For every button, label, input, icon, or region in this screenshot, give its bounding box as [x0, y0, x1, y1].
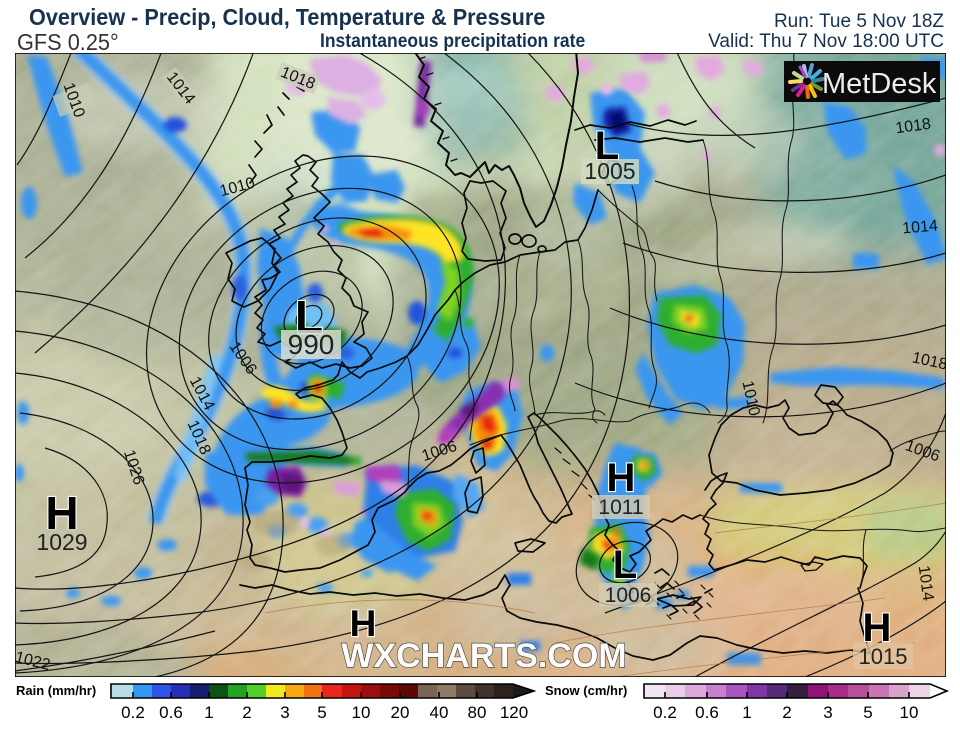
- svg-text:1: 1: [204, 703, 213, 722]
- svg-text:3: 3: [823, 703, 832, 722]
- svg-text:5: 5: [863, 703, 872, 722]
- svg-text:10: 10: [900, 703, 919, 722]
- svg-text:0.2: 0.2: [653, 703, 677, 722]
- svg-text:1011: 1011: [598, 496, 643, 519]
- svg-text:2: 2: [782, 703, 791, 722]
- svg-text:0.6: 0.6: [159, 703, 183, 722]
- svg-text:120: 120: [500, 703, 528, 722]
- svg-text:MetDesk: MetDesk: [822, 68, 937, 100]
- svg-text:L: L: [613, 543, 637, 587]
- svg-text:0.6: 0.6: [695, 703, 719, 722]
- svg-text:5: 5: [317, 703, 326, 722]
- svg-text:1014: 1014: [902, 217, 939, 237]
- svg-text:2: 2: [242, 703, 251, 722]
- svg-text:1: 1: [742, 703, 751, 722]
- svg-text:1018: 1018: [894, 116, 932, 138]
- svg-text:1005: 1005: [584, 158, 635, 184]
- svg-text:10: 10: [352, 703, 371, 722]
- svg-text:1006: 1006: [605, 584, 652, 607]
- svg-text:WXCHARTS.COM: WXCHARTS.COM: [341, 637, 626, 675]
- svg-text:H: H: [350, 603, 377, 644]
- svg-text:40: 40: [430, 703, 449, 722]
- svg-text:20: 20: [391, 703, 410, 722]
- svg-text:80: 80: [468, 703, 487, 722]
- svg-text:990: 990: [288, 329, 335, 360]
- svg-text:1029: 1029: [36, 529, 87, 555]
- svg-text:0.2: 0.2: [121, 703, 145, 722]
- svg-text:3: 3: [280, 703, 289, 722]
- svg-text:1014: 1014: [915, 564, 937, 602]
- svg-text:H: H: [607, 456, 636, 500]
- svg-text:1015: 1015: [859, 644, 908, 669]
